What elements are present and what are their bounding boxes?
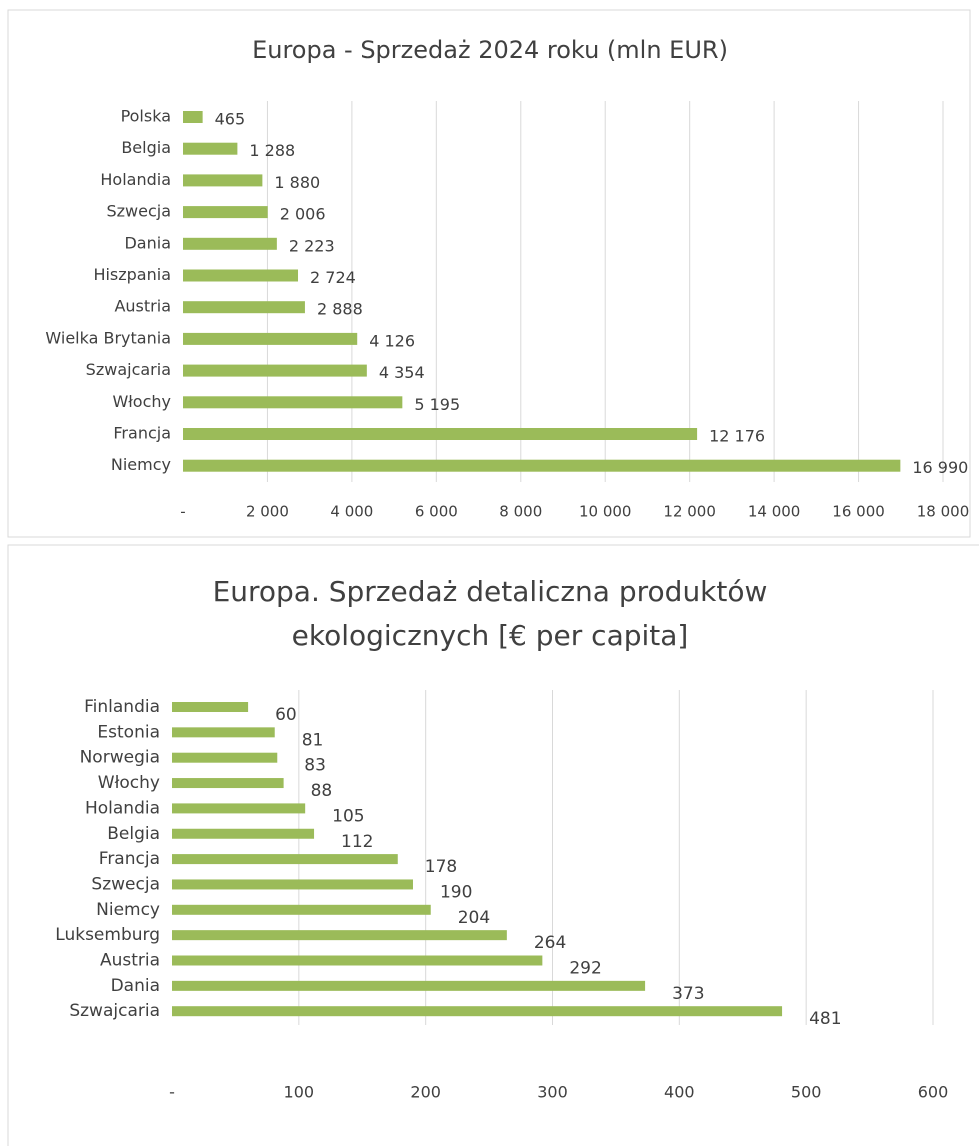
data-label: 1 880 [274, 173, 320, 192]
y-tick-label: Polska [121, 107, 171, 126]
data-label: 465 [215, 110, 246, 129]
x-tick-label: 500 [791, 1083, 822, 1102]
data-label: 60 [275, 705, 297, 725]
x-tick-label: 10 000 [579, 503, 632, 521]
y-tick-label: Austria [100, 951, 160, 971]
bar [172, 1006, 783, 1017]
y-tick-label: Szwecja [106, 202, 171, 221]
x-tick-label: 6 000 [415, 503, 458, 521]
y-tick-label: Francja [99, 849, 160, 869]
x-tick-label: 16 000 [832, 503, 885, 521]
y-tick-label: Szwajcaria [86, 360, 171, 379]
bar [172, 803, 306, 814]
x-tick-label: - [180, 503, 185, 521]
y-tick-label: Hiszpania [93, 265, 171, 284]
data-label: 2 888 [317, 300, 363, 319]
y-tick-label: Austria [114, 297, 171, 316]
data-label: 373 [672, 984, 704, 1004]
bar [172, 879, 413, 890]
data-label: 1 288 [249, 141, 295, 160]
data-label: 2 724 [310, 268, 356, 287]
y-tick-label: Szwecja [91, 874, 160, 894]
y-tick-label: Wielka Brytania [45, 328, 171, 347]
bar [183, 364, 367, 377]
data-label: 88 [311, 781, 333, 801]
data-label: 5 195 [414, 395, 460, 414]
x-tick-label: 400 [664, 1083, 695, 1102]
y-tick-label: Niemcy [111, 455, 171, 474]
y-tick-label: Holandia [100, 170, 171, 189]
y-tick-label: Włochy [112, 392, 171, 411]
x-tick-label: 200 [410, 1083, 441, 1102]
bar [172, 727, 275, 738]
bar [183, 459, 901, 472]
x-tick-label: 600 [918, 1083, 949, 1102]
bar [172, 778, 284, 789]
chart-title: Europa. Sprzedaż detaliczna produktów ek… [212, 575, 768, 652]
chart-frame [7, 9, 971, 538]
y-tick-label: Luksemburg [55, 925, 160, 945]
y-tick-label: Szwajcaria [69, 1001, 160, 1021]
data-label: 83 [304, 756, 326, 776]
bar [172, 702, 249, 712]
x-tick-label: 100 [284, 1083, 315, 1102]
data-label: 12 176 [709, 427, 765, 446]
data-label: 2 223 [289, 236, 335, 255]
x-tick-label: 14 000 [748, 503, 801, 521]
y-tick-label: Niemcy [96, 900, 160, 920]
x-tick-label: - [169, 1083, 175, 1102]
data-label: 190 [440, 882, 472, 902]
data-label: 16 990 [912, 458, 968, 477]
bar [172, 904, 431, 915]
data-label: 81 [302, 730, 324, 750]
y-tick-label: Belgia [107, 824, 160, 844]
bar [172, 980, 646, 991]
y-tick-label: Finlandia [84, 697, 160, 717]
bar [172, 930, 507, 941]
data-label: 2 006 [280, 205, 326, 224]
title-box: Europa. Sprzedaż detaliczna produktów ek… [212, 575, 768, 652]
y-tick-label: Włochy [98, 773, 160, 793]
bar [172, 955, 543, 966]
bar [183, 206, 268, 219]
bar [183, 428, 698, 440]
title-box: Europa - Sprzedaż 2024 roku (mln EUR) [252, 36, 728, 64]
data-label: 264 [534, 933, 566, 953]
chart-frame [7, 544, 979, 1146]
bar [172, 752, 278, 763]
y-tick-label: Dania [124, 233, 171, 252]
data-label: 178 [425, 857, 457, 877]
x-tick-label: 12 000 [663, 503, 716, 521]
data-label: 4 354 [379, 363, 425, 382]
bar [183, 174, 263, 187]
bar [183, 396, 403, 409]
x-tick-label: 2 000 [246, 503, 289, 521]
data-label: 204 [458, 908, 490, 928]
y-tick-label: Belgia [121, 138, 171, 157]
bar [183, 142, 238, 155]
bar [183, 301, 305, 314]
y-tick-label: Dania [111, 976, 160, 996]
x-tick-label: 8 000 [499, 503, 542, 521]
x-tick-label: 18 000 [917, 503, 970, 521]
y-tick-label: Francja [113, 424, 171, 443]
bar [172, 828, 315, 839]
chart-title: Europa - Sprzedaż 2024 roku (mln EUR) [252, 36, 728, 64]
y-tick-label: Estonia [97, 722, 160, 742]
data-label: 112 [341, 832, 373, 852]
x-tick-label: 4 000 [330, 503, 373, 521]
y-tick-label: Norwegia [80, 748, 160, 768]
bar [183, 332, 358, 345]
data-label: 105 [332, 806, 364, 826]
bar [183, 237, 277, 250]
data-label: 481 [809, 1009, 841, 1029]
x-tick-label: 300 [537, 1083, 568, 1102]
data-label: 4 126 [369, 331, 415, 350]
y-tick-label: Holandia [85, 798, 160, 818]
bar [172, 854, 398, 865]
bar [183, 269, 299, 282]
bar [183, 111, 203, 123]
data-label: 292 [569, 959, 601, 979]
